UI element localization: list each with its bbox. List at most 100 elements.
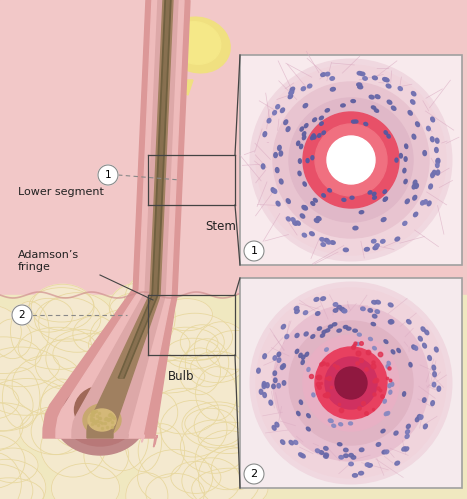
Ellipse shape (311, 335, 315, 338)
Ellipse shape (31, 408, 81, 455)
Ellipse shape (320, 238, 324, 241)
Ellipse shape (413, 180, 417, 185)
Ellipse shape (395, 158, 398, 162)
Ellipse shape (405, 199, 410, 204)
Ellipse shape (44, 402, 82, 432)
Ellipse shape (342, 309, 347, 313)
Ellipse shape (325, 329, 330, 332)
Ellipse shape (0, 403, 33, 431)
Ellipse shape (182, 402, 253, 448)
Ellipse shape (344, 448, 348, 452)
Ellipse shape (279, 179, 283, 184)
Ellipse shape (419, 415, 423, 419)
Ellipse shape (436, 158, 440, 163)
Ellipse shape (308, 84, 312, 88)
Ellipse shape (110, 292, 172, 326)
Ellipse shape (432, 170, 436, 175)
Ellipse shape (360, 72, 365, 76)
Ellipse shape (325, 348, 328, 351)
Circle shape (256, 288, 446, 478)
Ellipse shape (310, 232, 314, 236)
Ellipse shape (259, 389, 263, 394)
Ellipse shape (302, 355, 305, 359)
Ellipse shape (0, 347, 59, 387)
Ellipse shape (373, 76, 377, 80)
Polygon shape (43, 0, 190, 447)
Bar (240, 278, 462, 488)
Ellipse shape (83, 404, 121, 436)
Ellipse shape (73, 316, 116, 353)
Ellipse shape (383, 198, 387, 201)
Ellipse shape (324, 455, 328, 458)
Ellipse shape (389, 303, 393, 307)
Ellipse shape (421, 201, 425, 205)
Ellipse shape (269, 400, 273, 405)
Ellipse shape (281, 440, 285, 444)
Ellipse shape (284, 120, 288, 125)
Ellipse shape (24, 298, 73, 332)
Circle shape (244, 464, 264, 484)
Ellipse shape (364, 122, 368, 126)
Ellipse shape (314, 219, 319, 223)
Ellipse shape (375, 95, 380, 99)
Polygon shape (118, 0, 171, 378)
Ellipse shape (0, 448, 38, 483)
Ellipse shape (180, 325, 224, 359)
Ellipse shape (138, 450, 212, 499)
Ellipse shape (179, 348, 220, 395)
Ellipse shape (312, 118, 317, 122)
Polygon shape (72, 0, 178, 438)
Ellipse shape (416, 122, 419, 127)
Ellipse shape (395, 461, 400, 465)
Ellipse shape (407, 319, 411, 324)
Ellipse shape (423, 151, 426, 156)
Circle shape (250, 282, 452, 484)
Ellipse shape (276, 201, 280, 206)
Ellipse shape (340, 307, 344, 311)
Ellipse shape (126, 473, 168, 499)
Ellipse shape (424, 200, 427, 204)
Ellipse shape (307, 368, 310, 371)
Ellipse shape (304, 124, 308, 128)
Text: 2: 2 (19, 310, 25, 320)
Ellipse shape (431, 401, 434, 406)
Ellipse shape (349, 462, 354, 466)
Ellipse shape (304, 311, 308, 314)
Ellipse shape (298, 171, 301, 176)
Ellipse shape (318, 134, 321, 137)
Circle shape (256, 65, 446, 255)
Ellipse shape (301, 454, 305, 458)
Ellipse shape (286, 199, 290, 204)
Ellipse shape (279, 151, 283, 156)
Ellipse shape (410, 100, 415, 104)
Ellipse shape (18, 327, 97, 369)
Ellipse shape (348, 422, 353, 425)
Ellipse shape (195, 430, 259, 490)
Ellipse shape (405, 430, 410, 434)
Ellipse shape (12, 355, 84, 414)
Ellipse shape (274, 153, 277, 158)
Ellipse shape (387, 100, 392, 104)
Ellipse shape (289, 441, 293, 445)
Ellipse shape (311, 136, 314, 140)
Ellipse shape (306, 427, 310, 431)
Ellipse shape (277, 358, 281, 362)
Text: 1: 1 (105, 170, 111, 180)
Ellipse shape (262, 164, 265, 169)
Ellipse shape (361, 307, 365, 310)
Circle shape (315, 124, 387, 196)
Ellipse shape (149, 388, 219, 434)
Ellipse shape (343, 248, 348, 251)
Text: 1: 1 (250, 246, 257, 256)
Ellipse shape (330, 77, 334, 80)
Ellipse shape (431, 137, 434, 142)
Ellipse shape (295, 333, 299, 337)
Ellipse shape (373, 314, 377, 318)
Ellipse shape (285, 334, 289, 339)
Ellipse shape (424, 424, 427, 429)
Ellipse shape (409, 362, 412, 367)
Circle shape (315, 347, 387, 419)
Ellipse shape (88, 328, 153, 362)
Ellipse shape (357, 83, 362, 86)
Ellipse shape (0, 379, 67, 415)
